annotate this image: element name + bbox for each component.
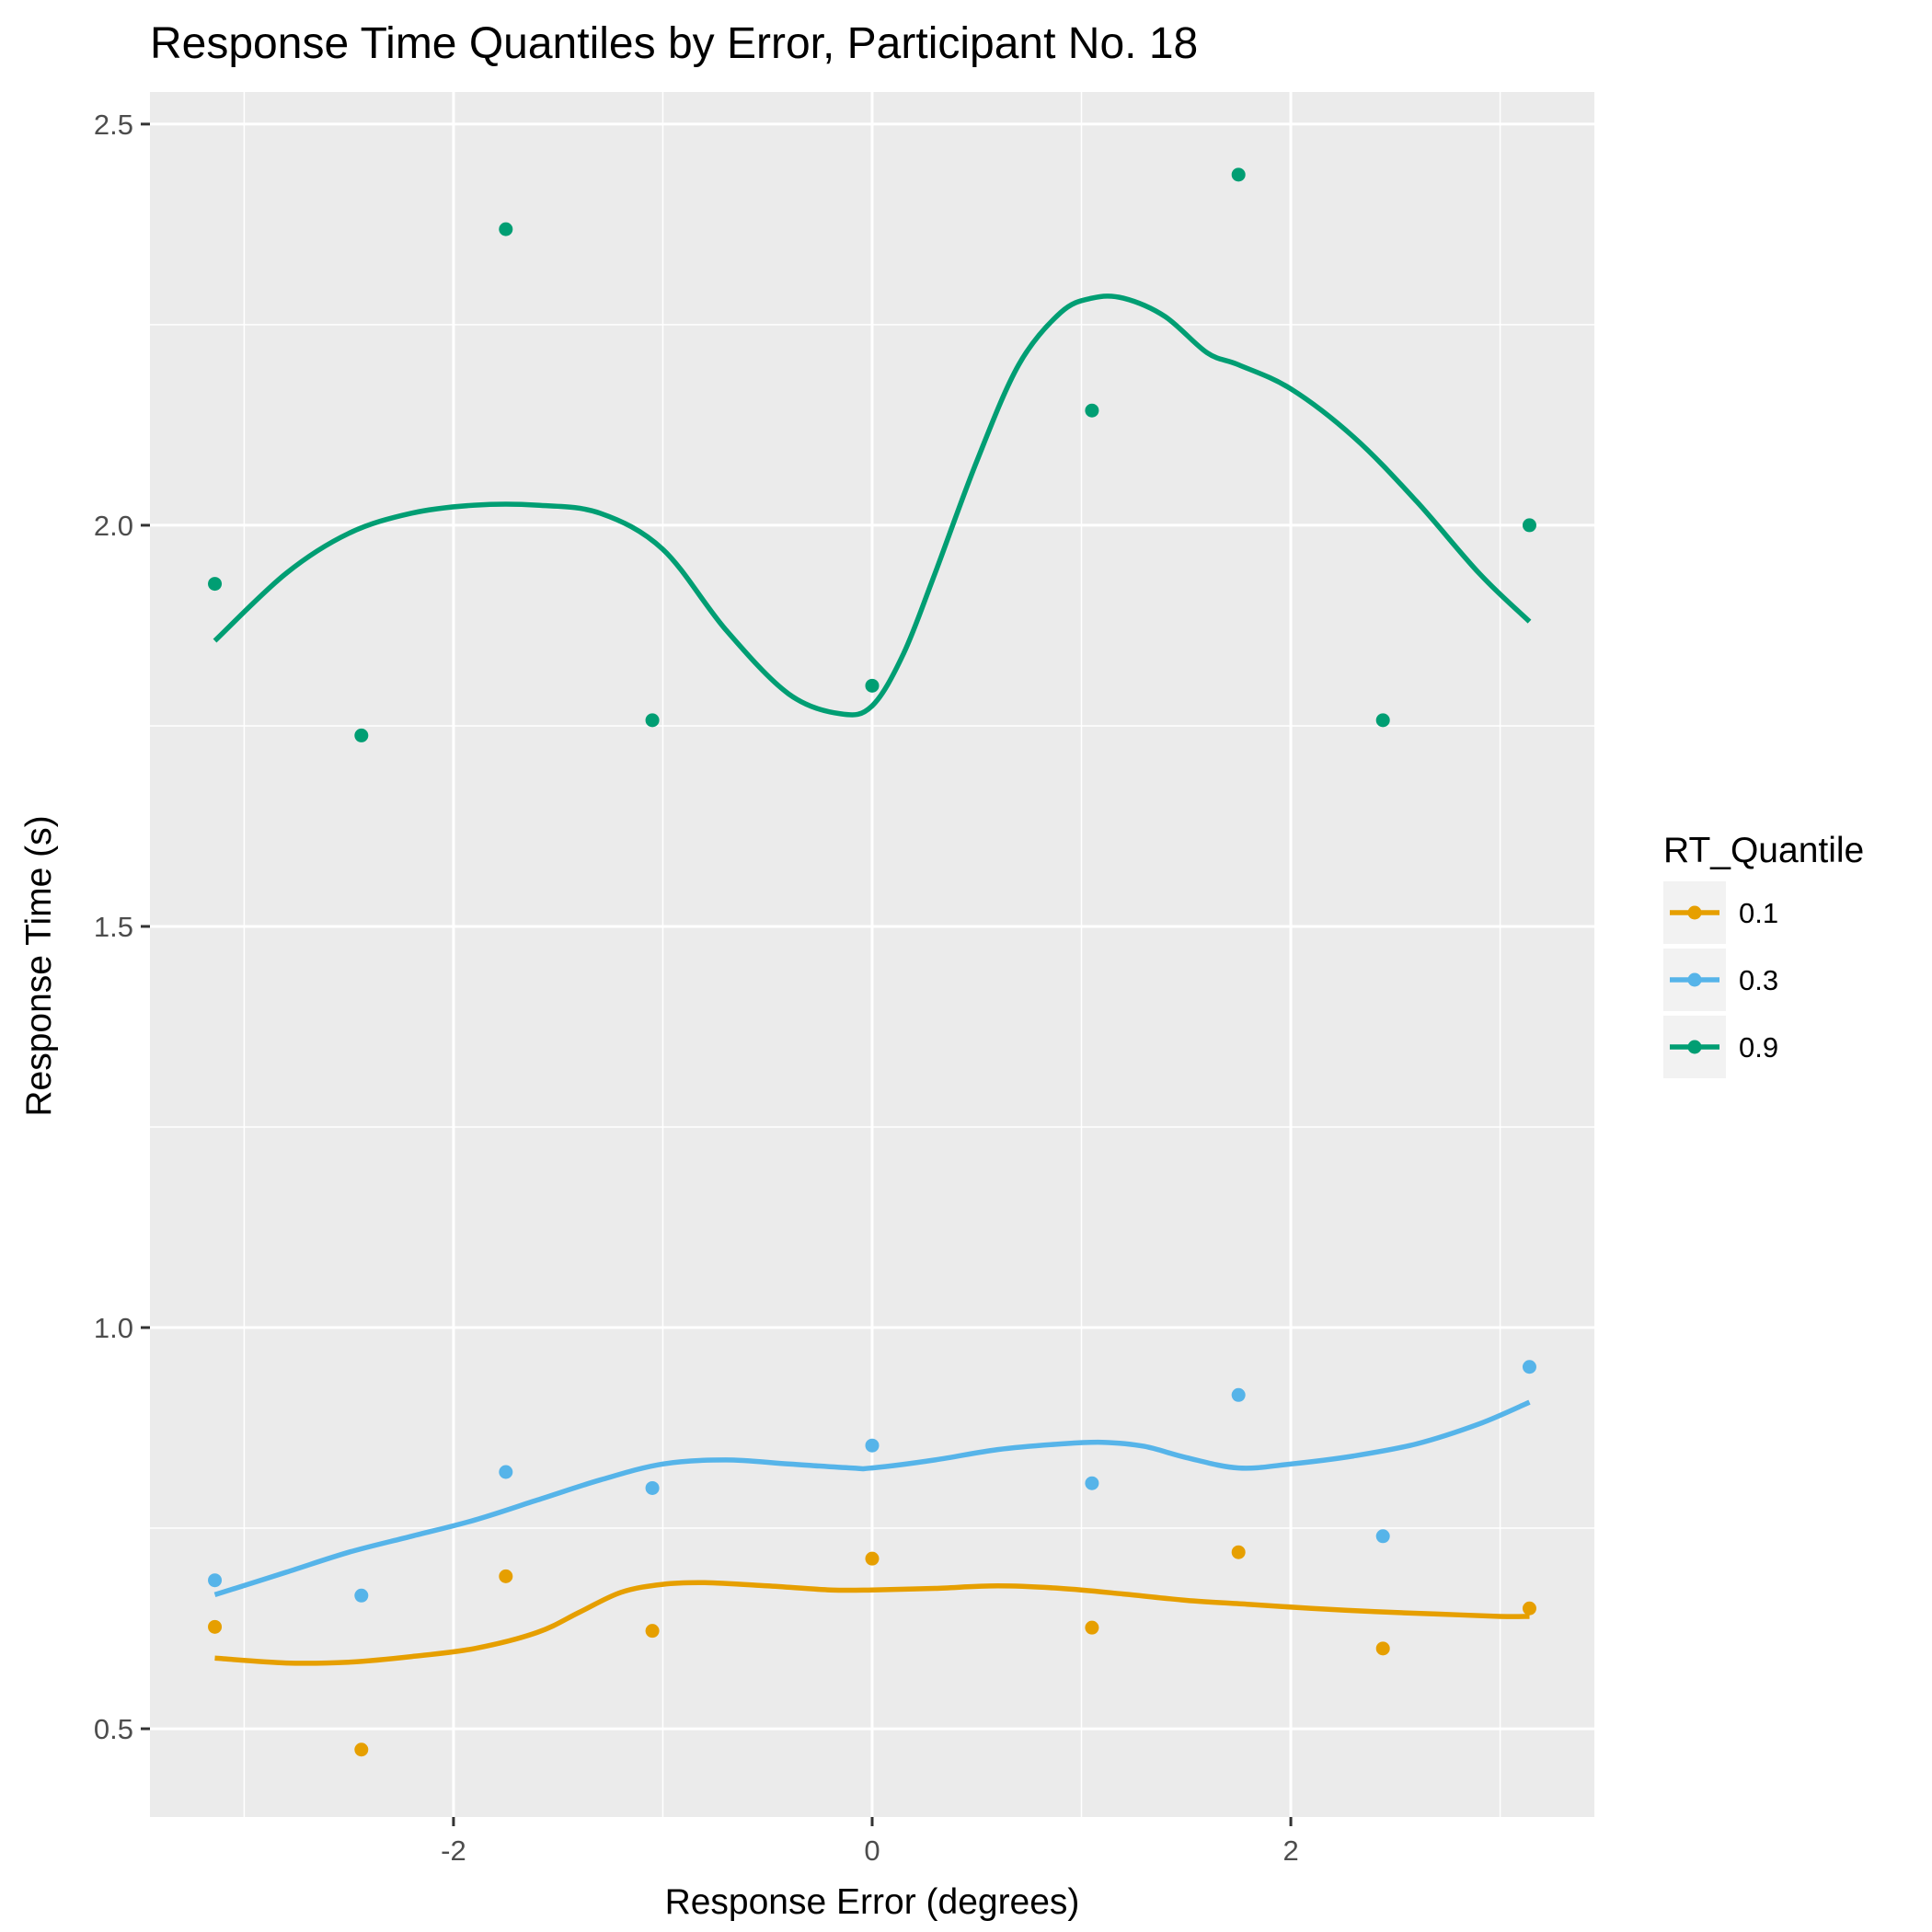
data-point-0.3 [499,1465,513,1479]
data-point-0.9 [1375,713,1390,728]
y-tick-label: 2.0 [94,510,133,542]
smooth-line-0.3 [213,1399,1531,1598]
x-tick-label: -2 [441,1834,466,1867]
x-tick-label: 2 [1282,1834,1298,1867]
data-point-0.3 [865,1438,880,1453]
data-point-0.1 [1522,1601,1536,1616]
chart-title: Response Time Quantiles by Error, Partic… [150,19,1198,68]
x-axis-title: Response Error (degrees) [665,1882,1080,1922]
data-point-0.9 [1085,403,1099,418]
legend-key-point [1687,1040,1702,1054]
x-tick-label: 0 [864,1834,880,1867]
legend-label: 0.9 [1739,1031,1778,1064]
data-point-0.1 [865,1551,880,1566]
data-point-0.1 [354,1742,369,1757]
data-point-0.1 [499,1569,513,1583]
data-point-0.1 [208,1619,223,1634]
legend-title: RT_Quantile [1663,831,1864,870]
data-point-0.3 [354,1588,369,1603]
legend-key-point [1687,972,1702,987]
data-point-0.3 [1231,1387,1246,1402]
y-tick-label: 0.5 [94,1713,133,1745]
legend: RT_Quantile 0.1 0.3 0.9 [1663,831,1864,1078]
data-point-0.3 [1085,1476,1099,1490]
data-point-0.9 [354,728,369,742]
data-point-0.3 [1375,1529,1390,1544]
axes: -2 0 2 0.5 1.0 1.5 2.0 2.5 [94,109,1299,1867]
legend-key-point [1687,905,1702,920]
data-point-0.9 [865,678,880,693]
data-point-0.1 [1375,1641,1390,1656]
data-point-0.3 [208,1573,223,1588]
y-axis-title: Response Time (s) [19,815,59,1116]
smooth-lines [213,293,1532,1666]
data-point-0.3 [1522,1360,1536,1374]
data-point-0.9 [208,577,223,592]
data-point-0.1 [1231,1545,1246,1559]
data-point-0.1 [1085,1620,1099,1635]
data-point-0.9 [1231,167,1246,182]
y-tick-label: 1.0 [94,1312,133,1344]
smooth-line-0.1 [214,1580,1530,1666]
grid-major [150,92,1594,1817]
y-tick-label: 2.5 [94,109,133,141]
data-points [208,167,1536,1757]
legend-label: 0.1 [1739,897,1778,929]
legend-label: 0.3 [1739,964,1778,996]
data-point-0.1 [645,1624,660,1639]
smooth-line-0.9 [213,293,1532,718]
data-point-0.9 [645,713,660,728]
data-point-0.9 [499,222,513,236]
data-point-0.3 [645,1480,660,1495]
data-point-0.9 [1522,518,1536,533]
y-tick-label: 1.5 [94,911,133,943]
